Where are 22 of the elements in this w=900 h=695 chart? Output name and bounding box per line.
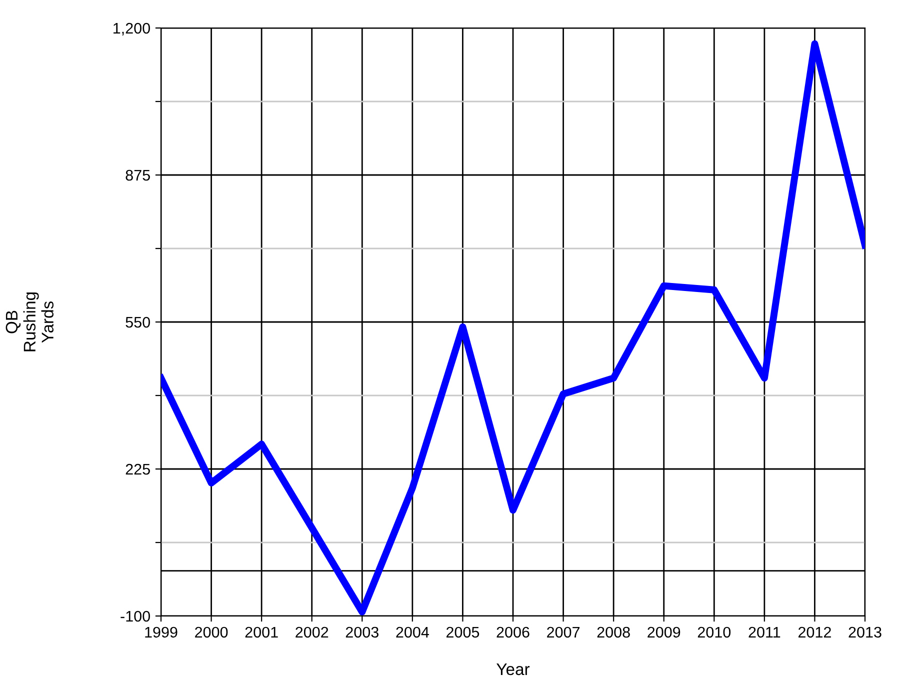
y-axis-title: QB Rushing Yards — [6, 292, 54, 352]
x-tick-label: 2002 — [296, 626, 328, 638]
x-tick-label: 2010 — [698, 626, 731, 638]
x-tick-label: 2004 — [396, 626, 429, 638]
x-tick-label: 2007 — [547, 626, 580, 638]
x-tick-label: 2000 — [195, 626, 228, 638]
x-tick-label: 1999 — [145, 626, 178, 638]
x-tick-label: 2005 — [446, 626, 480, 638]
y-tick-label: 550 — [126, 316, 150, 328]
x-tick-label: 2011 — [748, 626, 780, 638]
x-axis-title: Year — [496, 663, 530, 676]
y-tick-label: 1,200 — [114, 22, 150, 36]
x-tick-label: 2001 — [245, 626, 278, 638]
x-tick-label: 2003 — [346, 626, 378, 638]
x-tick-label: 2012 — [798, 626, 831, 638]
y-tick-label: 875 — [126, 170, 150, 181]
y-tick-label: -100 — [120, 610, 150, 622]
x-tick-label: 2013 — [848, 626, 882, 638]
x-tick-label: 2009 — [648, 626, 680, 638]
y-tick-label: 225 — [126, 464, 150, 475]
x-tick-label: 2008 — [597, 626, 630, 638]
x-tick-label: 2006 — [496, 626, 530, 638]
